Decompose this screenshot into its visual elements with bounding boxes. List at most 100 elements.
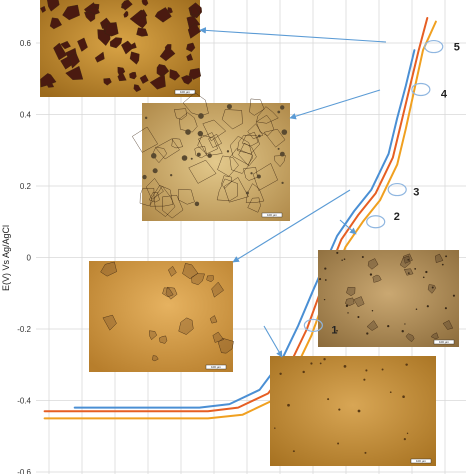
micrograph-feature (188, 159, 217, 184)
micrograph-3-features (100, 261, 234, 362)
micrograph-feature (139, 188, 155, 207)
micrograph-feature (136, 27, 149, 37)
micrograph-feature (170, 174, 173, 177)
micrograph-feature (173, 108, 188, 120)
micrograph-feature (279, 372, 282, 375)
micrograph-feature (69, 52, 80, 69)
micrograph-feature (263, 128, 286, 148)
micrograph-feature (60, 40, 71, 50)
micrograph-feature (405, 363, 408, 366)
arrow-5 (199, 27, 387, 43)
micrograph-feature (197, 130, 204, 137)
micrograph-feature (403, 437, 406, 441)
micrograph-4-scale: 100 µm (267, 213, 278, 217)
micrograph-feature (129, 71, 137, 80)
micrograph-feature (191, 273, 205, 286)
micrograph-feature (430, 332, 439, 340)
micrograph-feature (142, 174, 147, 180)
micrograph-feature (226, 150, 230, 153)
micrograph-feature (319, 362, 322, 365)
micrograph-feature (357, 316, 360, 319)
micrograph-feature (145, 178, 164, 200)
micrograph-feature (104, 22, 119, 37)
micrograph-feature (324, 267, 327, 270)
micrograph-1: 100 µm (270, 356, 436, 466)
micrograph-feature (245, 191, 249, 195)
micrograph-feature (102, 314, 117, 331)
micrograph-feature (133, 84, 142, 93)
micrograph-feature (279, 151, 285, 157)
micrograph-feature (277, 110, 281, 114)
micrograph-feature (190, 6, 200, 16)
micrograph-feature (389, 391, 392, 394)
y-tick-label: 0 (27, 254, 32, 263)
micrograph-feature (152, 168, 158, 174)
micrograph-feature (415, 308, 418, 311)
micrograph-feature (426, 305, 429, 308)
micrograph-feature (346, 286, 356, 297)
micrograph-feature (338, 408, 341, 411)
point-label-4: 4 (441, 88, 448, 100)
micrograph-feature (434, 253, 444, 263)
micrograph-feature (47, 0, 60, 12)
micrograph-feature (243, 167, 258, 181)
micrograph-feature (168, 265, 177, 277)
micrograph-feature (277, 147, 280, 150)
micrograph-2: 100 µm (318, 250, 459, 347)
micrograph-feature (223, 177, 249, 203)
micrograph-4-features (132, 92, 288, 219)
point-markers: 1 2 3 4 5 (303, 39, 460, 336)
micrograph-feature (149, 73, 166, 90)
micrograph-feature (194, 146, 207, 159)
micrograph-feature (247, 197, 261, 213)
y-tick-label: -0.6 (17, 468, 31, 474)
micrograph-feature (149, 330, 158, 341)
micrograph-feature (159, 335, 168, 344)
micrograph-4: 100 µm (132, 92, 290, 221)
point-label-3: 3 (413, 187, 419, 199)
arrow-2 (339, 219, 357, 235)
micrograph-feature (185, 129, 191, 135)
micrograph-feature (87, 6, 100, 15)
micrograph-feature (402, 395, 405, 398)
micrograph-feature (129, 51, 140, 65)
micrograph-feature (366, 332, 369, 335)
micrograph-feature (327, 398, 330, 401)
point-marker-3 (387, 182, 407, 197)
micrograph-feature (422, 276, 425, 279)
micrograph-feature (186, 42, 196, 53)
micrograph-feature (187, 22, 201, 39)
micrograph-feature (148, 192, 160, 203)
micrograph-feature (154, 7, 172, 23)
point-marker-4 (411, 82, 431, 97)
micrograph-feature (407, 258, 410, 261)
micrograph-feature (188, 68, 202, 80)
micrograph-feature (100, 261, 117, 277)
micrograph-feature (343, 364, 347, 368)
micrograph-feature (198, 113, 204, 119)
micrograph-feature (292, 450, 295, 453)
y-tick-label: -0.4 (17, 397, 31, 406)
micrograph-feature (452, 294, 456, 297)
micrograph-feature (212, 331, 224, 343)
micrograph-feature (345, 304, 349, 308)
y-tick-label: -0.2 (17, 325, 31, 334)
micrograph-feature (121, 40, 135, 55)
micrograph-feature (347, 312, 349, 314)
micrograph-feature (431, 286, 434, 289)
arrow-1 (263, 325, 283, 358)
arrow-3 (232, 189, 351, 263)
micrograph-3-scale: 100 µm (211, 365, 222, 369)
micrograph-5-features (40, 0, 202, 93)
micrograph-feature (123, 10, 129, 18)
micrograph-feature (343, 258, 346, 260)
micrograph-feature (190, 157, 193, 160)
micrograph-feature (363, 378, 366, 381)
callout-arrows (199, 27, 387, 358)
micrograph-feature (324, 279, 327, 281)
micrograph-feature (226, 104, 232, 110)
micrograph-feature (221, 175, 232, 189)
micrograph-feature (367, 258, 379, 270)
micrograph-feature (49, 17, 62, 30)
